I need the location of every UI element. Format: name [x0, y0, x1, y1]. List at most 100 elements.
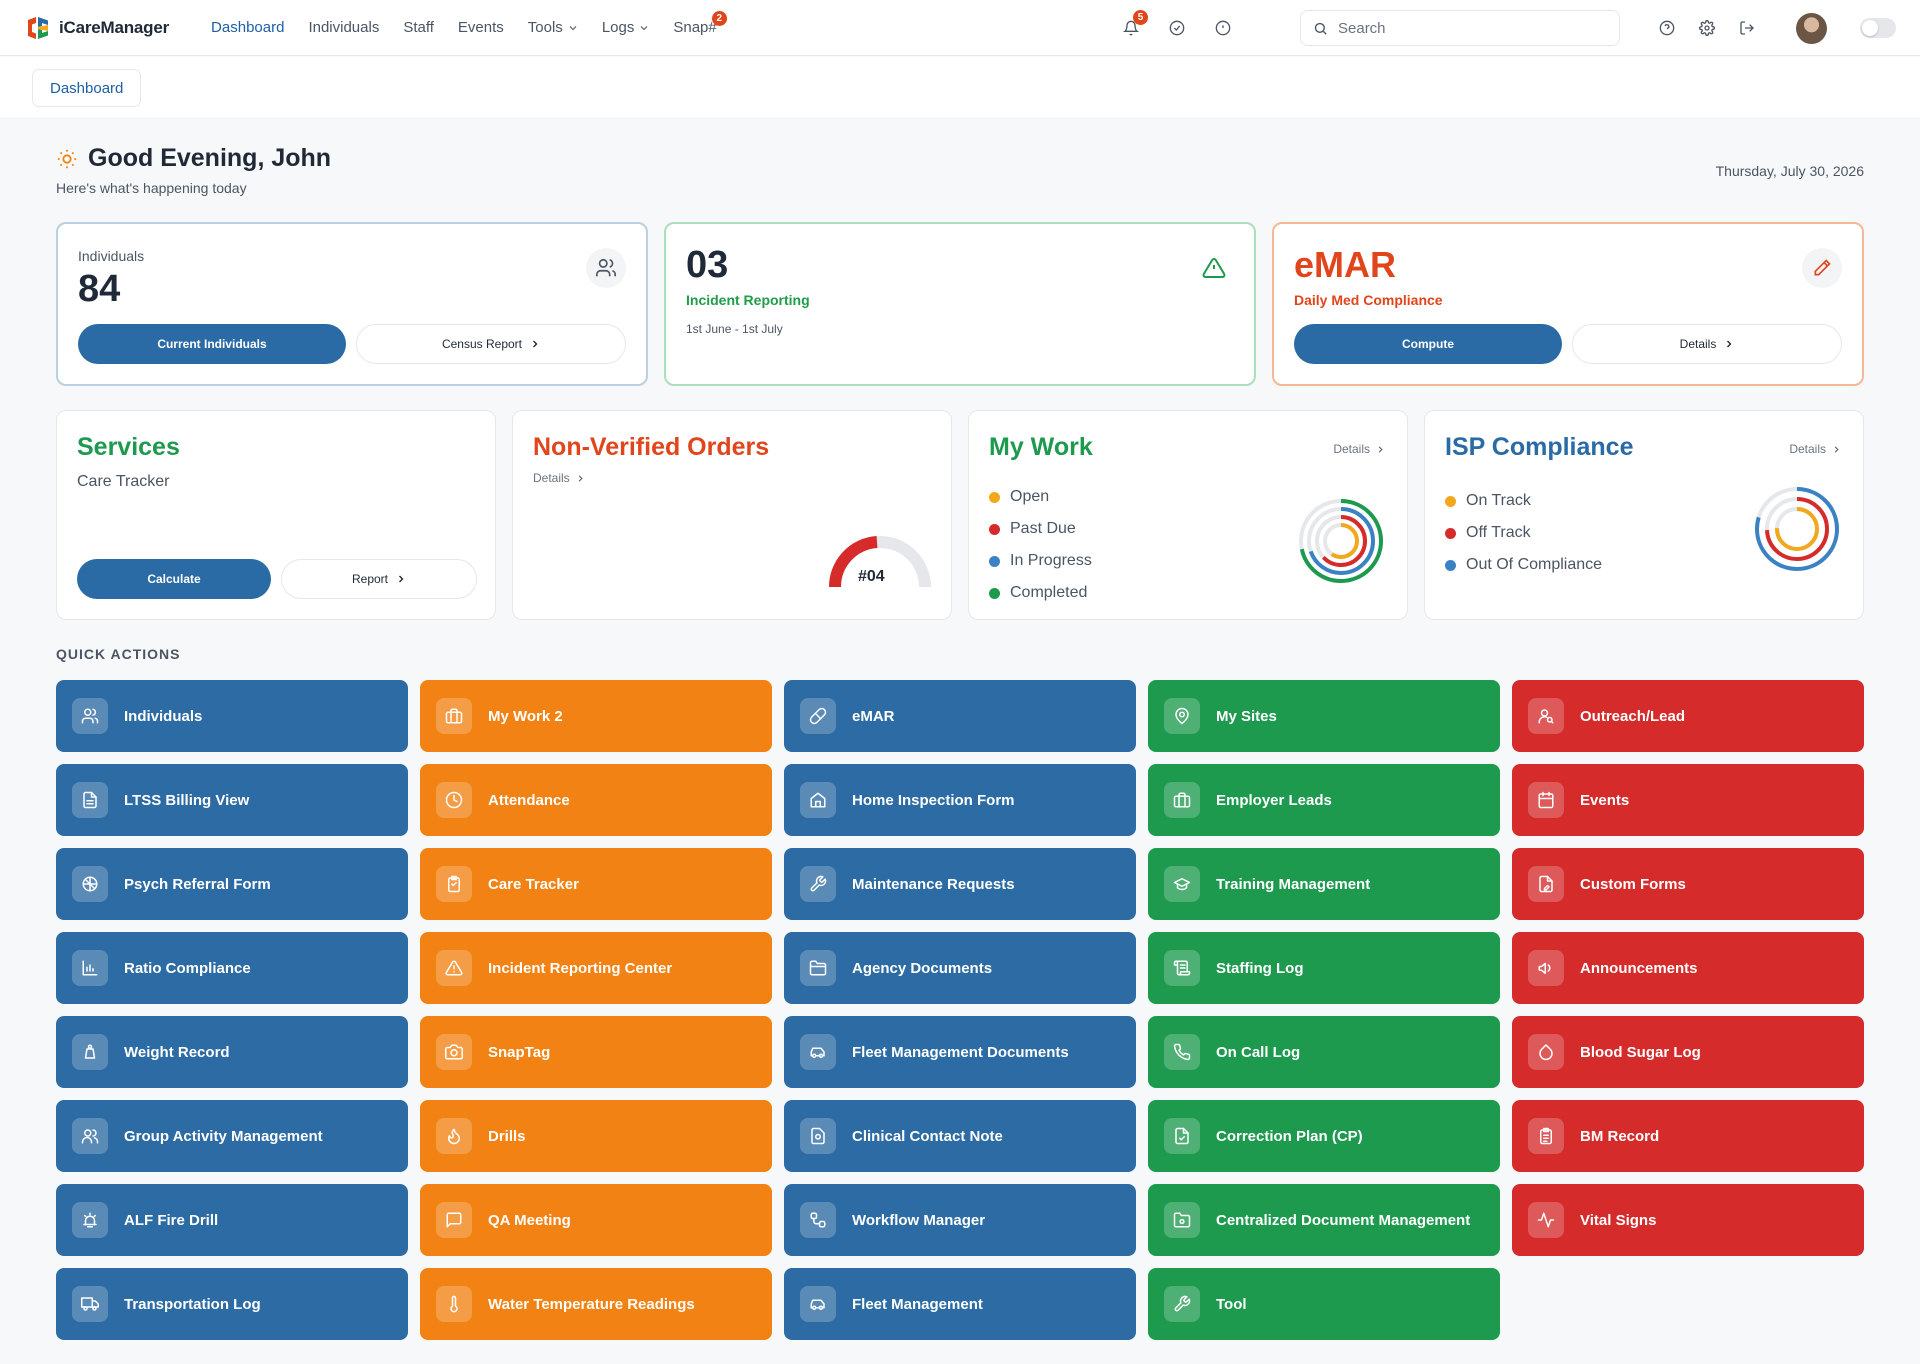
quick-action-training-management[interactable]: Training Management	[1148, 848, 1500, 920]
quick-action-clinical-contact-note[interactable]: Clinical Contact Note	[784, 1100, 1136, 1172]
quick-action-announcements[interactable]: Announcements	[1512, 932, 1864, 1004]
quick-action-label: Events	[1580, 791, 1630, 809]
quick-action-label: Ratio Compliance	[124, 959, 251, 977]
calculate-button[interactable]: Calculate	[77, 559, 271, 599]
my-work-details-link[interactable]: Details	[1333, 442, 1385, 456]
quick-action-vital-signs[interactable]: Vital Signs	[1512, 1184, 1864, 1256]
snap-badge: 2	[711, 10, 727, 26]
census-report-button[interactable]: Census Report	[356, 324, 626, 364]
quick-action-alf-fire-drill[interactable]: ALF Fire Drill	[56, 1184, 408, 1256]
quick-action-tool[interactable]: Tool	[1148, 1268, 1500, 1340]
quick-action-water-temperature-readings[interactable]: Water Temperature Readings	[420, 1268, 772, 1340]
megaphone-icon	[1528, 950, 1564, 986]
quick-action-emar[interactable]: eMAR	[784, 680, 1136, 752]
quick-action-ratio-compliance[interactable]: Ratio Compliance	[56, 932, 408, 1004]
nav-staff[interactable]: Staff	[403, 19, 434, 36]
quick-action-label: QA Meeting	[488, 1211, 571, 1229]
orders-title: Non-Verified Orders	[533, 433, 770, 461]
quick-action-psych-referral-form[interactable]: Psych Referral Form	[56, 848, 408, 920]
quick-action-incident-reporting-center[interactable]: Incident Reporting Center	[420, 932, 772, 1004]
search-box[interactable]	[1300, 10, 1620, 46]
isp-details-link[interactable]: Details	[1789, 442, 1841, 456]
quick-action-weight-record[interactable]: Weight Record	[56, 1016, 408, 1088]
quick-action-fleet-management[interactable]: Fleet Management	[784, 1268, 1136, 1340]
my-work-title: My Work	[989, 433, 1093, 461]
compute-button[interactable]: Compute	[1294, 324, 1562, 364]
pencil-icon[interactable]	[1802, 248, 1842, 288]
quick-action-blood-sugar-log[interactable]: Blood Sugar Log	[1512, 1016, 1864, 1088]
quick-action-label: Psych Referral Form	[124, 875, 271, 893]
logo-icon	[28, 16, 48, 39]
breadcrumb-dashboard-tab[interactable]: Dashboard	[32, 69, 142, 107]
clock-icon	[436, 782, 472, 818]
quick-action-attendance[interactable]: Attendance	[420, 764, 772, 836]
quick-action-ltss-billing-view[interactable]: LTSS Billing View	[56, 764, 408, 836]
nav-dashboard[interactable]: Dashboard	[211, 19, 285, 36]
info-icon[interactable]	[1214, 19, 1232, 37]
chevron-right-icon	[578, 474, 583, 482]
quick-action-snaptag[interactable]: SnapTag	[420, 1016, 772, 1088]
quick-action-qa-meeting[interactable]: QA Meeting	[420, 1184, 772, 1256]
bell-icon[interactable]: 5	[1122, 10, 1148, 37]
settings-gear-icon[interactable]	[1698, 19, 1716, 37]
camera-icon	[436, 1034, 472, 1070]
app-logo[interactable]: iCareManager	[25, 15, 169, 41]
chevron-down-icon	[640, 25, 648, 30]
brain-icon	[72, 866, 108, 902]
quick-action-fleet-management-documents[interactable]: Fleet Management Documents	[784, 1016, 1136, 1088]
nav-snap[interactable]: Snap# 2	[661, 0, 728, 56]
quick-action-label: Attendance	[488, 791, 570, 809]
quick-action-custom-forms[interactable]: Custom Forms	[1512, 848, 1864, 920]
logout-icon[interactable]	[1738, 19, 1756, 37]
help-icon[interactable]	[1658, 19, 1676, 37]
nav-logs[interactable]: Logs	[590, 0, 662, 56]
quick-action-label: Blood Sugar Log	[1580, 1043, 1701, 1061]
services-subtitle: Care Tracker	[77, 473, 170, 490]
orders-details-link[interactable]: Details	[533, 471, 585, 485]
services-report-button[interactable]: Report	[281, 559, 477, 599]
quick-action-home-inspection-form[interactable]: Home Inspection Form	[784, 764, 1136, 836]
chevron-right-icon	[533, 340, 538, 348]
theme-toggle[interactable]	[1860, 18, 1896, 38]
quick-action-transportation-log[interactable]: Transportation Log	[56, 1268, 408, 1340]
incident-reporting-card[interactable]: 03 Incident Reporting 1st June - 1st Jul…	[664, 222, 1256, 386]
quick-action-on-call-log[interactable]: On Call Log	[1148, 1016, 1500, 1088]
quick-action-individuals[interactable]: Individuals	[56, 680, 408, 752]
quick-action-events[interactable]: Events	[1512, 764, 1864, 836]
quick-action-my-sites[interactable]: My Sites	[1148, 680, 1500, 752]
emar-label: Daily Med Compliance	[1294, 292, 1443, 308]
quick-action-my-work-2[interactable]: My Work 2	[420, 680, 772, 752]
droplet-icon	[1528, 1034, 1564, 1070]
quick-action-label: Fleet Management Documents	[852, 1043, 1069, 1061]
current-date: Thursday, July 30, 2026	[1715, 163, 1864, 179]
quick-action-label: On Call Log	[1216, 1043, 1301, 1061]
nav-individuals[interactable]: Individuals	[308, 19, 380, 36]
nav-events[interactable]: Events	[457, 19, 504, 36]
quick-action-workflow-manager[interactable]: Workflow Manager	[784, 1184, 1136, 1256]
quick-action-group-activity-management[interactable]: Group Activity Management	[56, 1100, 408, 1172]
services-title: Services	[77, 433, 180, 461]
users-icon	[72, 698, 108, 734]
quick-action-drills[interactable]: Drills	[420, 1100, 772, 1172]
emar-card: eMAR Daily Med Compliance Compute Detail…	[1272, 222, 1864, 386]
quick-action-correction-plan-cp[interactable]: Correction Plan (CP)	[1148, 1100, 1500, 1172]
search-input[interactable]	[1338, 19, 1598, 37]
quick-action-label: Training Management	[1216, 875, 1371, 893]
check-circle-icon[interactable]	[1168, 19, 1186, 37]
nav-tools[interactable]: Tools	[516, 0, 590, 56]
quick-action-label: Staffing Log	[1216, 959, 1304, 977]
quick-action-agency-documents[interactable]: Agency Documents	[784, 932, 1136, 1004]
chevron-right-icon	[399, 575, 404, 583]
quick-action-outreach-lead[interactable]: Outreach/Lead	[1512, 680, 1864, 752]
emar-details-button[interactable]: Details	[1572, 324, 1842, 364]
quick-action-maintenance-requests[interactable]: Maintenance Requests	[784, 848, 1136, 920]
quick-action-label: BM Record	[1580, 1127, 1660, 1145]
quick-action-employer-leads[interactable]: Employer Leads	[1148, 764, 1500, 836]
chevron-right-icon	[1378, 445, 1383, 453]
user-avatar[interactable]	[1796, 13, 1827, 44]
current-individuals-button[interactable]: Current Individuals	[78, 324, 346, 364]
quick-action-bm-record[interactable]: BM Record	[1512, 1100, 1864, 1172]
quick-action-staffing-log[interactable]: Staffing Log	[1148, 932, 1500, 1004]
quick-action-care-tracker[interactable]: Care Tracker	[420, 848, 772, 920]
quick-action-centralized-document-management[interactable]: Centralized Document Management	[1148, 1184, 1500, 1256]
